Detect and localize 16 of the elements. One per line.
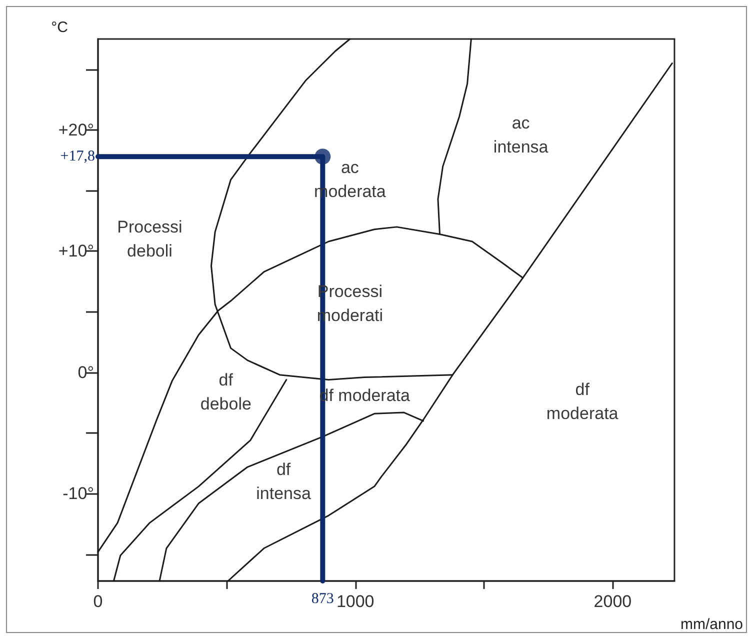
x-tick-label: 1000 (336, 592, 374, 611)
annotation: +17,8 (60, 148, 95, 165)
y-axis-title: °C (51, 19, 68, 36)
y-tick-label: -10° (62, 484, 94, 504)
annotation: df moderata (546, 380, 619, 424)
y-tick-label: 0° (78, 362, 94, 382)
x-tick-label: 0 (93, 592, 103, 611)
annotation: df intensa (256, 460, 312, 504)
annotation: df debole (200, 370, 252, 414)
annotation: ac intensa (493, 113, 549, 156)
y-tick-label: +10° (58, 242, 94, 261)
x-tick-label: 2000 (594, 592, 632, 611)
y-tick-label: +20° (58, 120, 94, 140)
annotation: 873 (311, 591, 334, 607)
x-axis-title: mm/anno (680, 616, 744, 633)
annotation: Processi deboli (117, 218, 182, 261)
